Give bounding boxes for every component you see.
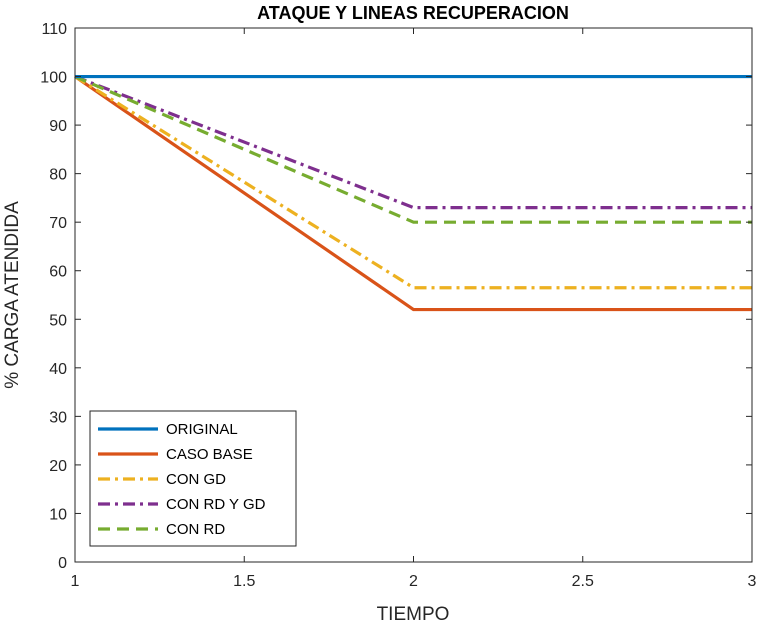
legend-label: ORIGINAL	[166, 421, 238, 438]
y-tick-label: 20	[49, 458, 67, 475]
y-tick-label: 100	[40, 70, 67, 87]
y-tick-label: 50	[49, 312, 67, 329]
x-tick-label: 1.5	[233, 573, 255, 590]
x-tick-label: 2	[409, 573, 418, 590]
legend-label: CON RD	[166, 521, 225, 538]
legend-label: CON GD	[166, 471, 226, 488]
series-lines	[74, 74, 752, 312]
series-line-con-rd-y-gd	[74, 75, 752, 210]
series-line-con-gd	[74, 75, 752, 290]
x-tick-label: 1	[71, 573, 80, 590]
x-axis: 1 1.5 2 2.5 3	[71, 28, 757, 590]
legend-label: CASO BASE	[166, 446, 253, 463]
y-tick-label: 90	[49, 118, 67, 135]
y-tick-label: 40	[49, 361, 67, 378]
y-axis-title: % CARGA ATENDIDA	[2, 201, 23, 389]
y-tick-label: 110	[41, 21, 67, 38]
x-tick-label: 2.5	[572, 573, 594, 590]
y-tick-label: 80	[49, 167, 67, 184]
y-tick-label: 10	[49, 506, 67, 523]
y-tick-label: 60	[49, 264, 67, 281]
y-axis: 0 10 20 30 40 50 60 70 80 90 100 110	[40, 21, 752, 572]
chart-title: ATAQUE Y LINEAS RECUPERACION	[257, 3, 569, 23]
y-tick-label: 0	[58, 555, 67, 572]
legend: ORIGINAL CASO BASE CON GD CON RD Y GD CON RD	[89, 410, 297, 547]
series-line-caso-base	[74, 75, 752, 312]
y-tick-label: 70	[49, 215, 67, 232]
x-tick-label: 3	[748, 573, 757, 590]
x-axis-title: TIEMPO	[377, 604, 450, 625]
legend-label: CON RD Y GD	[166, 496, 266, 513]
series-line-con-rd	[74, 75, 752, 224]
y-tick-label: 30	[49, 409, 67, 426]
